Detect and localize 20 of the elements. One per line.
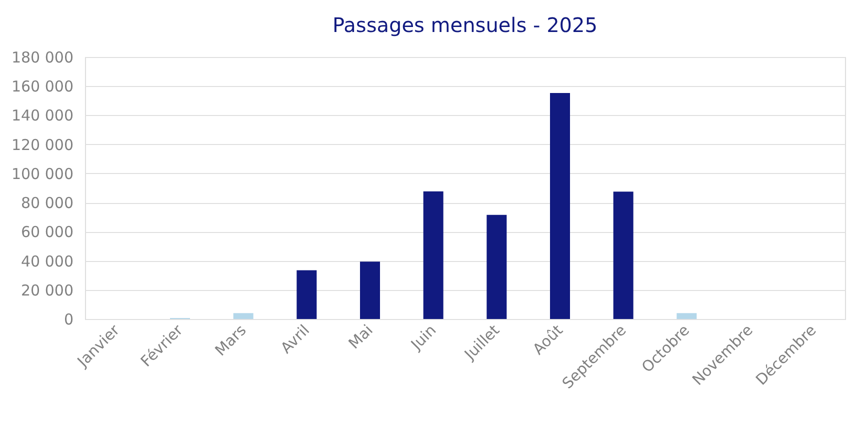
y-tick-label: 20 000 — [21, 281, 74, 300]
bar — [550, 92, 570, 319]
y-tick-label: 60 000 — [21, 223, 74, 242]
bar — [486, 214, 507, 319]
bar — [360, 262, 380, 319]
y-tick-label: 120 000 — [11, 136, 74, 154]
bar — [676, 313, 697, 319]
y-tick-label: 80 000 — [21, 194, 74, 212]
bar — [296, 270, 317, 319]
bar — [233, 313, 254, 319]
y-tick-label: 40 000 — [21, 252, 74, 270]
bar — [423, 191, 444, 319]
y-tick-label: 180 000 — [11, 48, 74, 66]
y-tick-label: 0 — [64, 310, 74, 328]
y-tick-label: 100 000 — [11, 164, 74, 183]
bar — [613, 192, 634, 319]
x-tick-label: Mai — [345, 321, 376, 352]
chart-title: Passages mensuels - 2025 — [332, 13, 598, 37]
y-tick-label: 140 000 — [11, 106, 74, 125]
y-tick-label: 160 000 — [11, 78, 74, 96]
